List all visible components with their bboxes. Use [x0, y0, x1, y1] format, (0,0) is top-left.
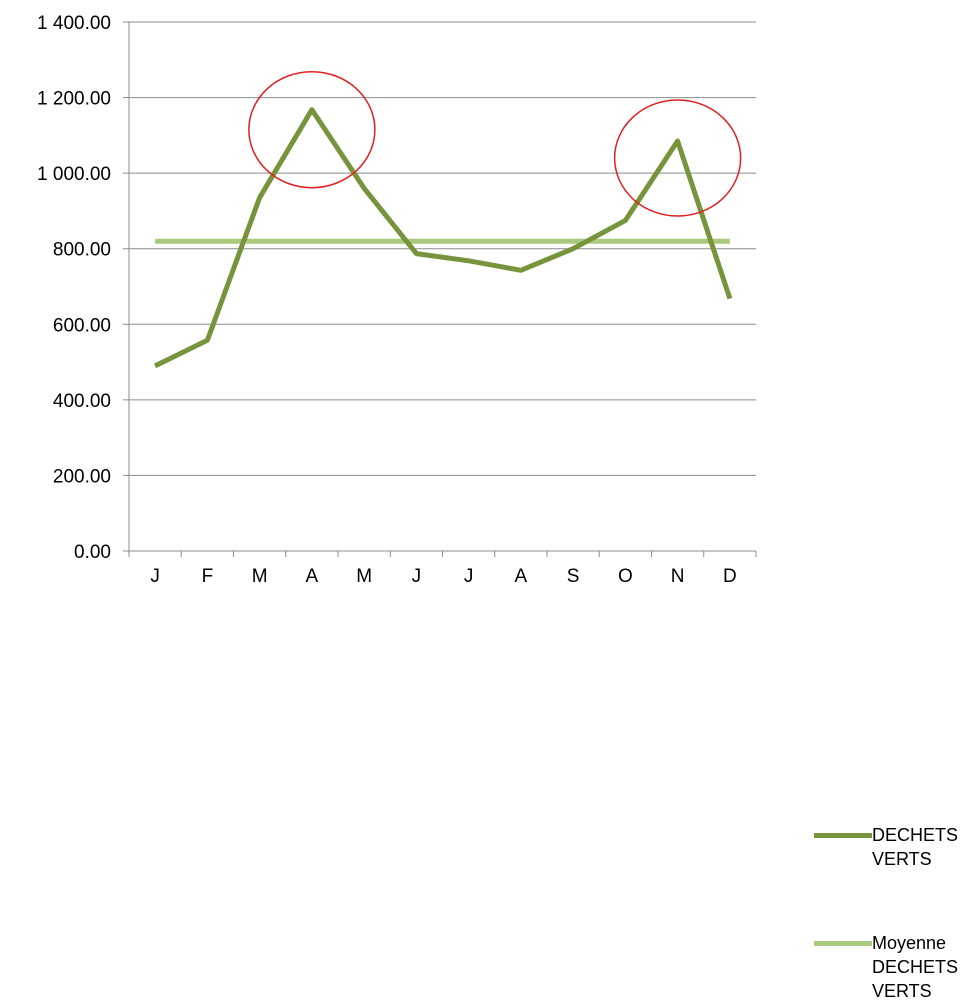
x-tick-label: S: [567, 566, 580, 587]
series-lines: [153, 107, 733, 369]
x-tick-label: N: [671, 566, 685, 587]
gridlines: [129, 21, 756, 476]
legend-item-series-1: DECHETS VERTS: [814, 823, 972, 871]
annotation-circle: [613, 99, 742, 217]
y-tick-label: 800.00: [53, 240, 111, 261]
line-chart: 0.00 200.00 400.00 600.00 800.00 1 000.00 1 20…: [37, 13, 757, 587]
series-line-1: [153, 107, 733, 369]
x-tick-label: A: [515, 566, 528, 587]
x-tick-label: J: [412, 566, 422, 587]
y-tick-label: 400.00: [53, 391, 111, 412]
y-tick-label: 200.00: [53, 466, 111, 487]
y-tick-label: 1 200.00: [37, 89, 111, 110]
y-tick-label: 600.00: [53, 315, 111, 336]
legend-label-series-1: DECHETS VERTS: [872, 825, 959, 869]
x-tick-label: M: [252, 566, 268, 587]
legend-swatch-series-2: [814, 941, 872, 946]
x-tick-label: O: [618, 566, 633, 587]
chart-container: 0.00 200.00 400.00 600.00 800.00 1 000.00 1 20…: [37, 13, 958, 1001]
x-tick-label: A: [306, 566, 319, 587]
annotations: [248, 70, 742, 217]
x-tick-label: F: [202, 566, 214, 587]
legend-item-series-2: Moyenne DECHETS VERTS: [814, 931, 972, 1003]
x-tick-label: J: [150, 566, 160, 587]
axes: [123, 21, 757, 557]
x-tick-label: D: [723, 566, 737, 587]
legend-label-series-2: Moyenne DECHETS VERTS: [872, 933, 959, 1001]
x-tick-label: M: [356, 566, 372, 587]
y-tick-label: 1 400.00: [37, 13, 111, 34]
y-tick-labels: 0.00 200.00 400.00 600.00 800.00 1 000.00 1 20…: [37, 13, 111, 563]
y-tick-label: 0.00: [74, 542, 111, 563]
x-tick-label: J: [464, 566, 474, 587]
annotation-circle: [248, 70, 376, 189]
legend-swatch-series-1: [814, 833, 872, 838]
y-tick-label: 1 000.00: [37, 164, 111, 185]
